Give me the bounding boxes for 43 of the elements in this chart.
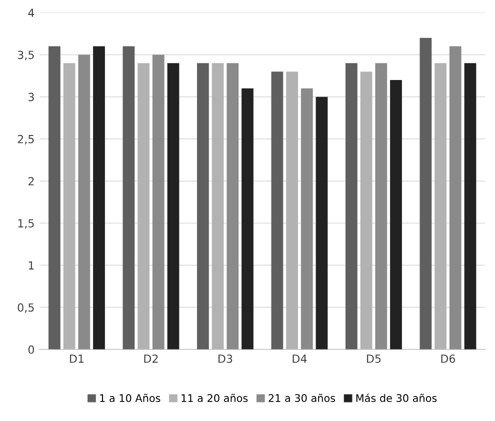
y-tick-label: 0,5 <box>18 303 34 313</box>
y-tick-label: 0 <box>28 345 34 354</box>
bar <box>449 46 462 350</box>
bar <box>271 72 284 350</box>
bar <box>375 63 388 350</box>
bar <box>464 63 476 350</box>
bar <box>48 46 60 350</box>
bar <box>360 72 372 350</box>
bar <box>63 63 76 350</box>
x-tick-label: D5 <box>367 354 381 363</box>
x-tick-label: D6 <box>441 354 456 363</box>
bar <box>93 46 105 350</box>
bar <box>138 63 150 350</box>
legend-label: Más de 30 años <box>356 394 437 402</box>
legend-label: 1 a 10 Años <box>100 394 160 402</box>
x-tick-label: D4 <box>292 354 307 363</box>
legend-label: 21 a 30 años <box>268 394 336 402</box>
y-tick-label: 1,5 <box>18 219 34 229</box>
bar <box>167 63 180 350</box>
bar <box>390 80 402 350</box>
bar <box>242 88 254 350</box>
bar <box>300 88 313 350</box>
bar <box>152 54 164 350</box>
x-tick-label: D2 <box>144 354 158 363</box>
y-tick-label: 3 <box>28 92 34 102</box>
bar <box>346 63 358 350</box>
bar <box>316 96 328 350</box>
bar <box>434 63 446 350</box>
y-tick-label: 4 <box>28 8 34 17</box>
bar <box>286 72 298 350</box>
y-tick-label: 1 <box>28 261 34 270</box>
bar <box>78 54 90 350</box>
legend-label: 11 a 20 años <box>182 394 248 402</box>
bar <box>122 46 135 350</box>
bar <box>212 63 224 350</box>
y-tick-label: 2,5 <box>18 134 34 144</box>
bar <box>197 63 209 350</box>
bar <box>420 38 432 350</box>
x-tick-label: D3 <box>218 354 232 363</box>
y-tick-label: 2 <box>28 177 34 186</box>
x-tick-label: D1 <box>70 354 84 363</box>
y-tick-label: 3,5 <box>18 50 34 60</box>
bar <box>226 63 239 350</box>
